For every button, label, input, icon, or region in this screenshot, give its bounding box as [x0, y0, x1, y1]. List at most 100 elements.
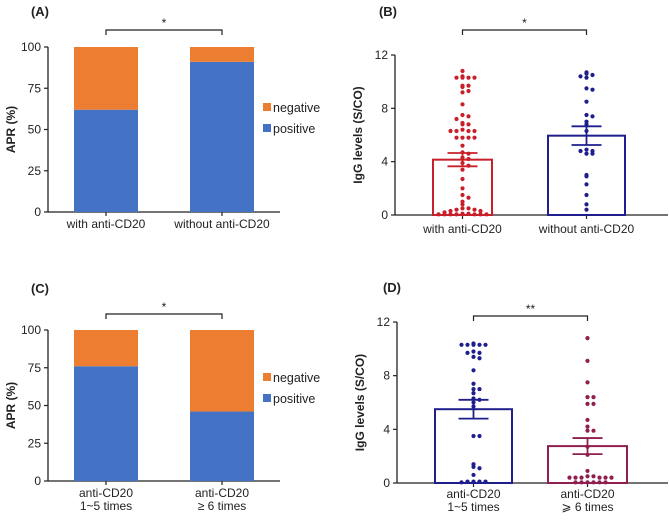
data-point — [442, 212, 447, 217]
x-tick-label: without anti-CD20 — [173, 217, 270, 231]
data-point — [477, 342, 482, 347]
data-point — [460, 68, 465, 74]
data-point — [477, 479, 482, 484]
data-point — [460, 143, 465, 148]
y-axis-label: IgG levels (S/CO) — [353, 354, 367, 451]
legend-label-positive: positive — [273, 392, 315, 406]
y-tick-label: 0 — [381, 208, 388, 222]
data-point — [471, 391, 476, 396]
y-axis-label: APR (%) — [4, 106, 18, 153]
data-point — [466, 195, 471, 200]
data-point — [471, 386, 476, 392]
data-point — [460, 192, 465, 198]
significance-bracket — [461, 29, 588, 35]
data-point — [472, 135, 477, 140]
data-point — [471, 472, 476, 478]
data-point — [472, 212, 477, 217]
data-point — [460, 167, 465, 172]
bar-negative — [190, 47, 254, 62]
data-point — [597, 480, 602, 485]
data-point — [477, 356, 482, 361]
data-point — [460, 135, 465, 140]
y-tick-label: 75 — [28, 81, 42, 95]
data-point — [460, 202, 465, 207]
y-tick-label: 8 — [381, 101, 388, 115]
data-point — [471, 349, 476, 354]
bar-positive — [190, 411, 254, 481]
data-point — [454, 116, 459, 122]
data-point — [478, 212, 483, 217]
data-point — [567, 475, 572, 480]
data-point — [603, 480, 608, 485]
data-point — [471, 479, 476, 484]
data-point — [484, 212, 489, 217]
data-point — [609, 475, 614, 480]
y-axis-label: APR (%) — [4, 382, 18, 429]
data-point — [454, 212, 459, 217]
data-point — [471, 381, 476, 386]
data-point — [578, 148, 583, 154]
data-point — [466, 135, 471, 140]
data-point — [460, 186, 465, 191]
x-tick-label: with anti-CD20 — [422, 222, 502, 236]
x-tick-label: without anti-CD20 — [538, 222, 635, 236]
data-point — [584, 147, 589, 152]
x-tick-label: 1~5 times — [447, 500, 499, 514]
y-tick-label: 0 — [34, 474, 41, 488]
legend-swatch-positive — [263, 394, 271, 402]
data-point — [584, 71, 589, 76]
panel-label: (D) — [383, 280, 401, 295]
y-tick-label: 4 — [383, 422, 390, 436]
x-tick-label: anti-CD20 — [560, 487, 614, 501]
data-point — [454, 75, 459, 80]
legend-label-negative: negative — [273, 101, 320, 115]
data-point — [579, 475, 584, 480]
data-point — [460, 90, 465, 95]
data-point — [483, 342, 488, 347]
data-point — [584, 122, 589, 127]
significance-label: * — [162, 16, 167, 30]
data-point — [477, 466, 482, 471]
data-point — [584, 151, 589, 156]
data-point — [584, 202, 589, 207]
x-tick-label: ≥ 6 times — [198, 499, 247, 513]
data-point — [460, 102, 465, 107]
data-point — [471, 354, 476, 359]
y-tick-label: 0 — [383, 476, 390, 490]
data-point — [585, 480, 590, 485]
significance-bracket — [105, 313, 223, 319]
x-tick-label: ⩾ 6 times — [561, 500, 613, 514]
data-point — [579, 480, 584, 485]
data-point — [585, 474, 590, 479]
data-point — [460, 112, 465, 118]
data-point — [584, 99, 589, 104]
data-point — [478, 208, 483, 214]
data-point — [454, 135, 459, 140]
data-point — [585, 428, 590, 433]
legend-label-positive: positive — [273, 122, 315, 136]
data-point — [591, 395, 596, 400]
y-tick-label: 25 — [28, 164, 42, 178]
data-point — [460, 75, 465, 80]
legend-label-negative: negative — [273, 371, 320, 385]
y-tick-label: 100 — [21, 40, 41, 54]
bar-positive — [74, 109, 138, 212]
data-point — [471, 464, 476, 469]
data-point — [466, 211, 471, 216]
data-point — [460, 206, 465, 211]
data-point — [477, 350, 482, 355]
data-point — [573, 480, 578, 485]
bar-negative — [190, 330, 254, 412]
data-point — [466, 128, 471, 134]
significance-label: ** — [526, 302, 536, 316]
mean-bar — [434, 408, 513, 485]
data-point — [584, 112, 589, 118]
legend-swatch-negative — [263, 373, 271, 381]
data-point — [585, 424, 590, 429]
data-point — [578, 74, 583, 79]
data-point — [477, 386, 482, 392]
y-tick-label: 8 — [383, 369, 390, 383]
data-point — [471, 433, 476, 439]
data-point — [584, 86, 589, 91]
